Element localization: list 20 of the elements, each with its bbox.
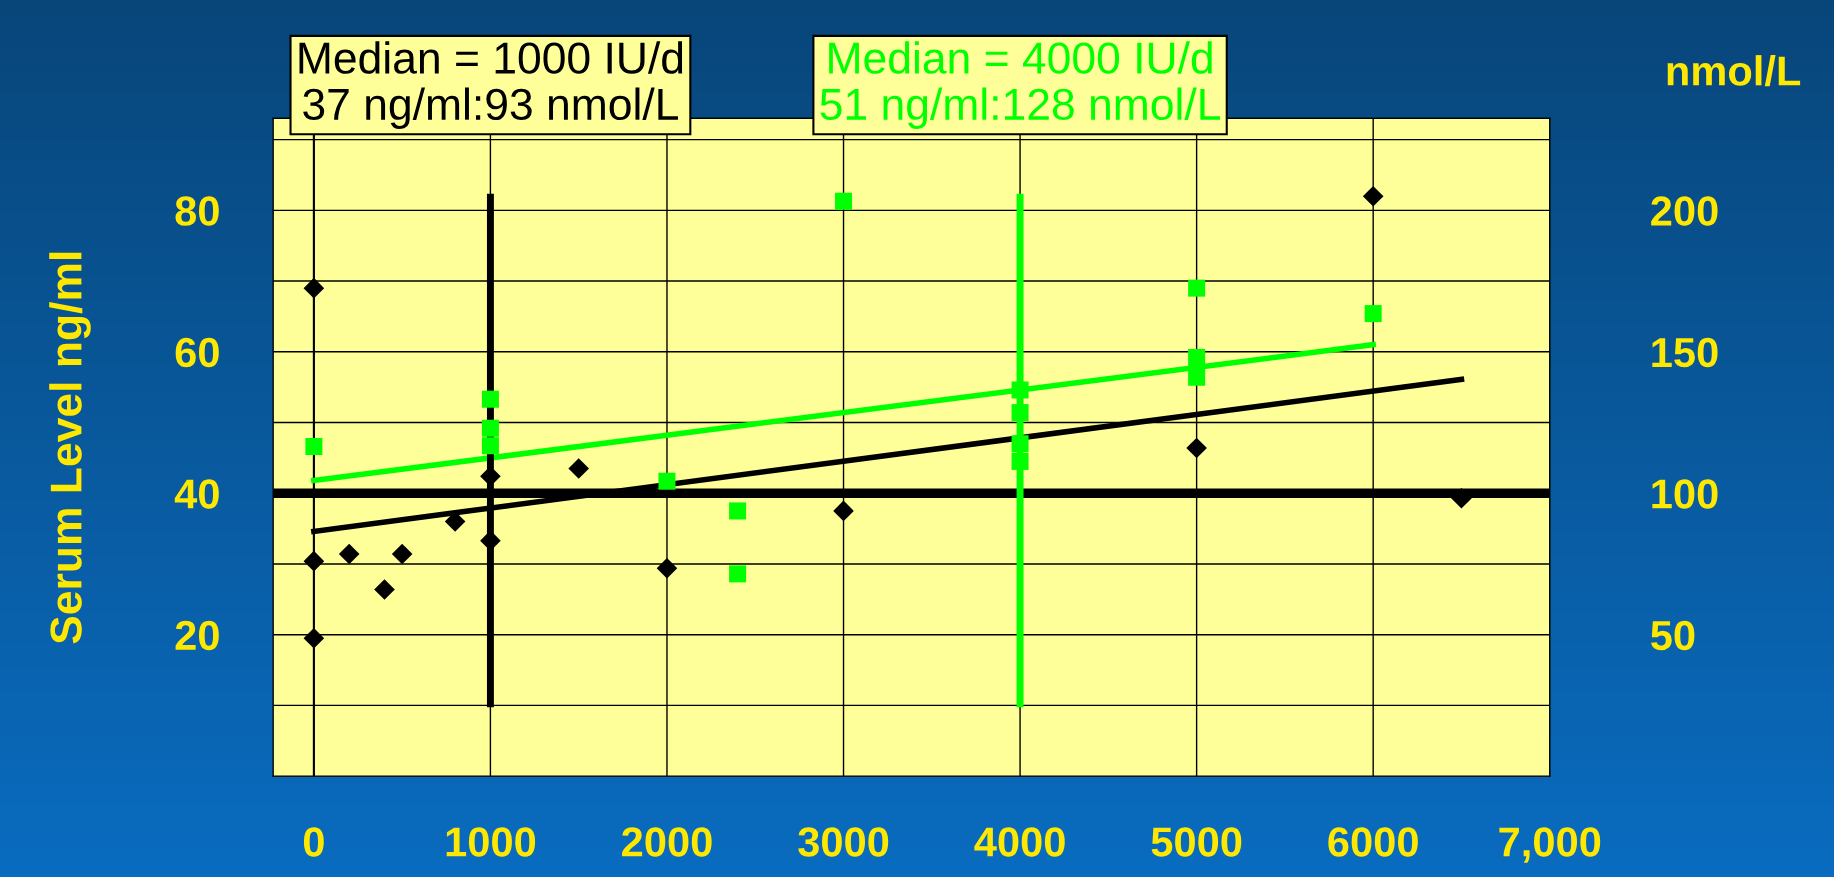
x-tick-label: 1000 (446, 827, 536, 857)
x-tick-label: 4000 (974, 827, 1065, 857)
y-axis-title: Serum Level ng/ml (49, 252, 91, 644)
y2-tick-label: 100 (1652, 479, 1718, 509)
x-tick-label: 0 (303, 827, 324, 857)
y2-tick-label: 150 (1652, 337, 1718, 368)
y-tick-label: 20 (175, 620, 219, 651)
x-tick-label: 5000 (1151, 827, 1242, 857)
y2-axis-title: nmol/L (1667, 55, 1801, 87)
y-tick-label: 40 (174, 479, 219, 509)
x-tick-label: 2000 (622, 827, 712, 857)
x-tick-label: 3000 (798, 827, 889, 857)
y-tick-label: 80 (175, 196, 219, 226)
y2-tick-label: 200 (1651, 196, 1718, 226)
y-tick-label: 60 (175, 337, 219, 368)
x-tick-label: 6000 (1328, 827, 1418, 857)
x-tick-label: 7,000 (1499, 827, 1601, 863)
ref-line-label: Median = 1000 IU/d 37 ng/ml:93 nmol/L (299, 41, 683, 129)
y2-tick-label: 50 (1651, 620, 1695, 651)
ref-line-label: Median = 4000 IU/d 51 ng/ml:128 nmol/L (820, 41, 1220, 129)
